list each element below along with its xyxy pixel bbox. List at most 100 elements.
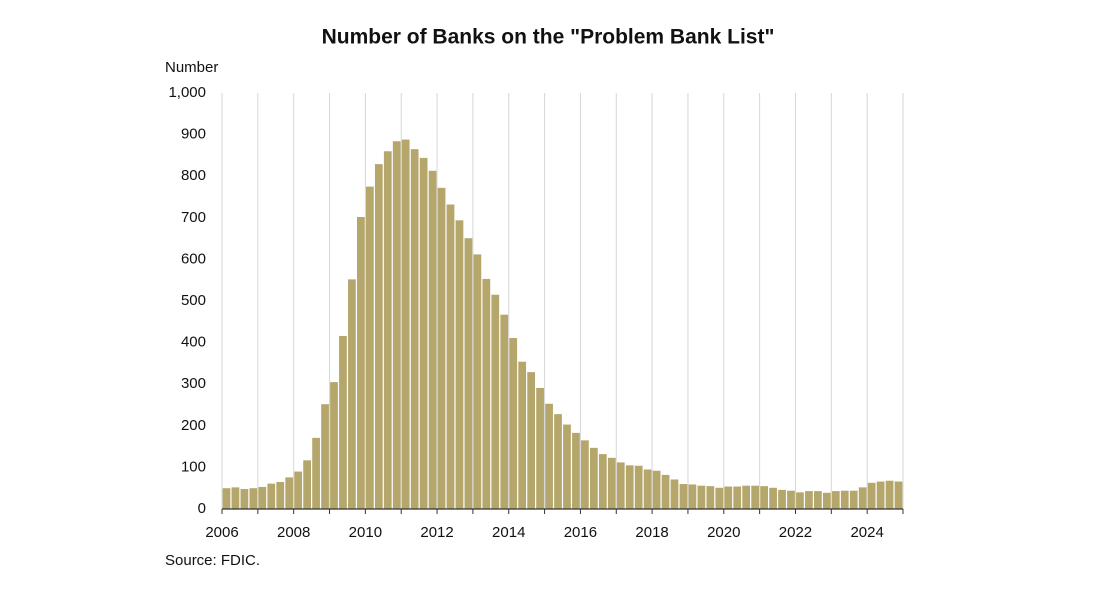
- bar: [572, 432, 580, 509]
- bar: [751, 485, 760, 509]
- bar: [437, 187, 446, 509]
- bar: [697, 485, 706, 509]
- bar: [769, 487, 777, 509]
- bar: [616, 462, 625, 509]
- bar: [563, 424, 571, 509]
- bar: [742, 485, 751, 509]
- x-tick-label: 2010: [349, 524, 382, 541]
- y-tick-label: 700: [181, 209, 206, 226]
- bar: [661, 474, 670, 509]
- bar: [536, 387, 544, 509]
- x-tick-label: 2008: [277, 524, 310, 541]
- bar: [348, 279, 356, 509]
- bar: [643, 469, 652, 509]
- y-tick-label: 800: [181, 167, 206, 184]
- bar: [455, 220, 464, 509]
- y-tick-label: 1,000: [168, 84, 206, 101]
- bar: [294, 471, 303, 509]
- x-tick-label: 2014: [492, 524, 525, 541]
- bar: [446, 204, 455, 509]
- y-axis-label: Number: [165, 59, 218, 76]
- bar: [401, 139, 410, 510]
- bar: [554, 414, 562, 509]
- bar: [428, 170, 437, 510]
- y-tick-label: 200: [181, 417, 206, 434]
- bar: [894, 481, 903, 509]
- bar: [312, 437, 320, 509]
- bar: [706, 486, 715, 509]
- x-tick-label: 2020: [707, 524, 740, 541]
- bar: [849, 490, 858, 509]
- bar: [545, 403, 553, 509]
- bar: [688, 484, 697, 509]
- bar: [240, 489, 249, 509]
- bar: [222, 488, 231, 509]
- bar: [500, 314, 509, 509]
- y-tick-label: 300: [181, 375, 206, 392]
- bar: [760, 486, 768, 509]
- y-tick-label: 400: [181, 334, 206, 351]
- bar: [231, 487, 240, 509]
- x-tick-label: 2024: [850, 524, 883, 541]
- x-tick-label: 2016: [564, 524, 597, 541]
- bar: [796, 492, 804, 509]
- x-tick-label: 2022: [779, 524, 812, 541]
- bar: [840, 490, 849, 509]
- bar: [822, 492, 831, 509]
- bar: [715, 487, 724, 509]
- y-tick-label: 100: [181, 458, 206, 475]
- bar: [625, 465, 634, 509]
- bar: [339, 335, 347, 509]
- bar: [383, 151, 392, 510]
- chart-title: Number of Banks on the "Problem Bank Lis…: [322, 26, 775, 49]
- bar: [733, 486, 742, 509]
- bar: [813, 491, 822, 509]
- y-tick-label: 900: [181, 126, 206, 143]
- bar: [831, 491, 840, 509]
- bar: [634, 465, 643, 509]
- bar: [365, 186, 374, 509]
- bar: [419, 157, 428, 509]
- bar: [258, 486, 267, 509]
- bar: [867, 482, 876, 509]
- x-tick-label: 2018: [635, 524, 668, 541]
- bar: [464, 238, 473, 509]
- bar: [670, 479, 679, 509]
- bar: [285, 477, 294, 509]
- y-tick-label: 0: [198, 500, 206, 517]
- bar: [410, 149, 419, 509]
- x-tick-label: 2012: [420, 524, 453, 541]
- bar: [652, 470, 661, 509]
- bar: [374, 164, 383, 510]
- bar: [876, 481, 885, 509]
- bar: [357, 216, 365, 509]
- bar: [321, 404, 329, 509]
- bar: [509, 338, 518, 509]
- bar: [805, 491, 813, 509]
- bar: [276, 481, 285, 509]
- bar: [724, 486, 733, 509]
- bar: [679, 484, 688, 509]
- bar: [330, 382, 338, 509]
- bar: [303, 460, 312, 509]
- bar: [392, 141, 401, 510]
- bar: [778, 489, 786, 509]
- bar: [527, 372, 536, 509]
- bar: [518, 361, 527, 509]
- source-note: Source: FDIC.: [165, 552, 260, 569]
- bar: [473, 254, 482, 509]
- bar: [885, 480, 894, 509]
- bar: [787, 490, 795, 509]
- bar: [249, 488, 258, 509]
- bar: [858, 487, 867, 509]
- bar: [581, 440, 589, 509]
- bar: [482, 278, 491, 509]
- y-tick-label: 600: [181, 250, 206, 267]
- bar: [607, 457, 616, 509]
- y-tick-label: 500: [181, 292, 206, 309]
- bar: [491, 294, 500, 509]
- x-tick-label: 2006: [205, 524, 238, 541]
- bar: [589, 447, 598, 509]
- bar: [598, 454, 607, 509]
